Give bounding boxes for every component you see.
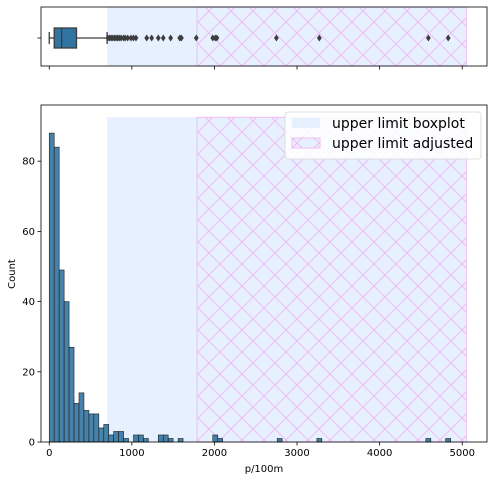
histogram-bar-24 <box>167 438 174 443</box>
histogram-bar-19 <box>143 438 149 443</box>
x-tick-label-5: 5000 <box>449 448 474 459</box>
histogram-bar-10 <box>98 427 105 443</box>
boxplot-outlier-12 <box>128 34 134 42</box>
boxplot-axes <box>37 6 488 70</box>
boxplot-outlier-23 <box>210 34 216 42</box>
boxplot-outlier-26 <box>273 34 279 42</box>
boxplot-outlier-15 <box>144 34 150 42</box>
boxplot-elements <box>48 27 108 49</box>
boxplot-outliers <box>105 34 451 42</box>
boxplot-outlier-17 <box>155 34 161 42</box>
histogram-ticks: 0 1000 2000 3000 4000 5000 0 20 40 60 80 <box>22 157 475 459</box>
histogram-shade-hatch-1 <box>196 116 467 443</box>
legend-swatch-0 <box>292 118 320 128</box>
histogram-bar-4 <box>68 346 75 443</box>
boxplot-outlier-29 <box>445 34 451 42</box>
legend-swatch-hatch-1 <box>291 137 321 149</box>
boxplot-outlier-25 <box>214 34 220 42</box>
histogram-bar-23 <box>162 434 169 443</box>
y-tick-label-0: 0 <box>29 438 35 449</box>
histogram-bar-13 <box>113 431 119 443</box>
histogram-bar-12 <box>108 434 114 443</box>
y-tick-label-1: 20 <box>22 367 35 378</box>
histogram-bar-1 <box>53 146 60 443</box>
histogram-bar-34 <box>217 438 224 443</box>
histogram-bar-6 <box>78 392 85 443</box>
x-tick-label-1: 1000 <box>119 448 144 459</box>
histogram-bar-11 <box>103 424 110 443</box>
histogram-panel: 0 1000 2000 3000 4000 5000 0 20 40 60 80 p/100m Co… <box>7 104 488 475</box>
boxplot-box <box>53 27 78 49</box>
y-tick-label-4: 80 <box>22 157 35 168</box>
boxplot-shade-hatch-1 <box>196 6 467 67</box>
histogram-axes <box>40 104 488 443</box>
boxplot-outlier-27 <box>316 34 322 42</box>
x-tick-label-4: 4000 <box>367 448 392 459</box>
boxplot-outlier-16 <box>149 34 155 42</box>
histogram-bar-18 <box>138 434 144 443</box>
histogram-bar-2 <box>58 269 65 443</box>
x-tick-label-3: 3000 <box>284 448 309 459</box>
histogram-bar-3 <box>63 301 70 443</box>
histogram-bar-8 <box>88 413 95 443</box>
boxplot-outlier-10 <box>122 34 128 42</box>
x-tick-label-0: 0 <box>46 448 52 459</box>
boxplot-frame <box>40 6 488 67</box>
histogram-bar-7 <box>83 410 90 443</box>
boxplot-outlier-19 <box>168 34 174 42</box>
histogram-shade-0 <box>107 117 198 442</box>
legend: upper limit boxplot upper limit adjusted <box>284 111 482 160</box>
histogram-bar-80 <box>445 438 451 443</box>
boxplot-outlier-11 <box>125 34 131 42</box>
y-tick-label-3: 60 <box>22 227 35 238</box>
histogram-frame <box>40 104 488 443</box>
legend-label-1: upper limit adjusted <box>332 136 473 152</box>
histogram-bar-54 <box>316 438 323 443</box>
boxplot-shade-regions <box>107 6 467 67</box>
histogram-bars <box>48 132 451 443</box>
histogram-bar-46 <box>276 438 283 443</box>
histogram-bar-22 <box>157 434 164 443</box>
histogram-bar-14 <box>118 431 124 443</box>
histogram-shade-regions <box>107 116 467 443</box>
x-tick-label-2: 2000 <box>202 448 227 459</box>
histogram-bar-76 <box>425 438 432 443</box>
boxplot-outlier-22 <box>193 34 199 42</box>
histogram-bar-26 <box>177 438 184 443</box>
y-axis-label: Count <box>7 259 18 289</box>
histogram-bar-33 <box>212 434 219 443</box>
histogram-bar-15 <box>123 438 129 443</box>
boxplot-outlier-21 <box>179 34 184 42</box>
legend-frame <box>284 111 482 160</box>
histogram-bar-9 <box>93 413 100 443</box>
boxplot-outlier-13 <box>131 34 136 42</box>
boxplot-panel <box>37 6 488 70</box>
histogram-bar-0 <box>48 132 55 443</box>
histogram-bar-17 <box>133 434 139 443</box>
y-tick-label-2: 40 <box>22 297 35 308</box>
boxplot-outlier-8 <box>118 34 124 42</box>
legend-label-0: upper limit boxplot <box>332 116 465 132</box>
x-axis-label: p/100m <box>245 464 284 475</box>
boxplot-outlier-28 <box>425 34 431 42</box>
boxplot-outlier-14 <box>133 34 139 42</box>
histogram-bar-5 <box>73 403 80 443</box>
boxplot-outlier-18 <box>160 34 166 42</box>
